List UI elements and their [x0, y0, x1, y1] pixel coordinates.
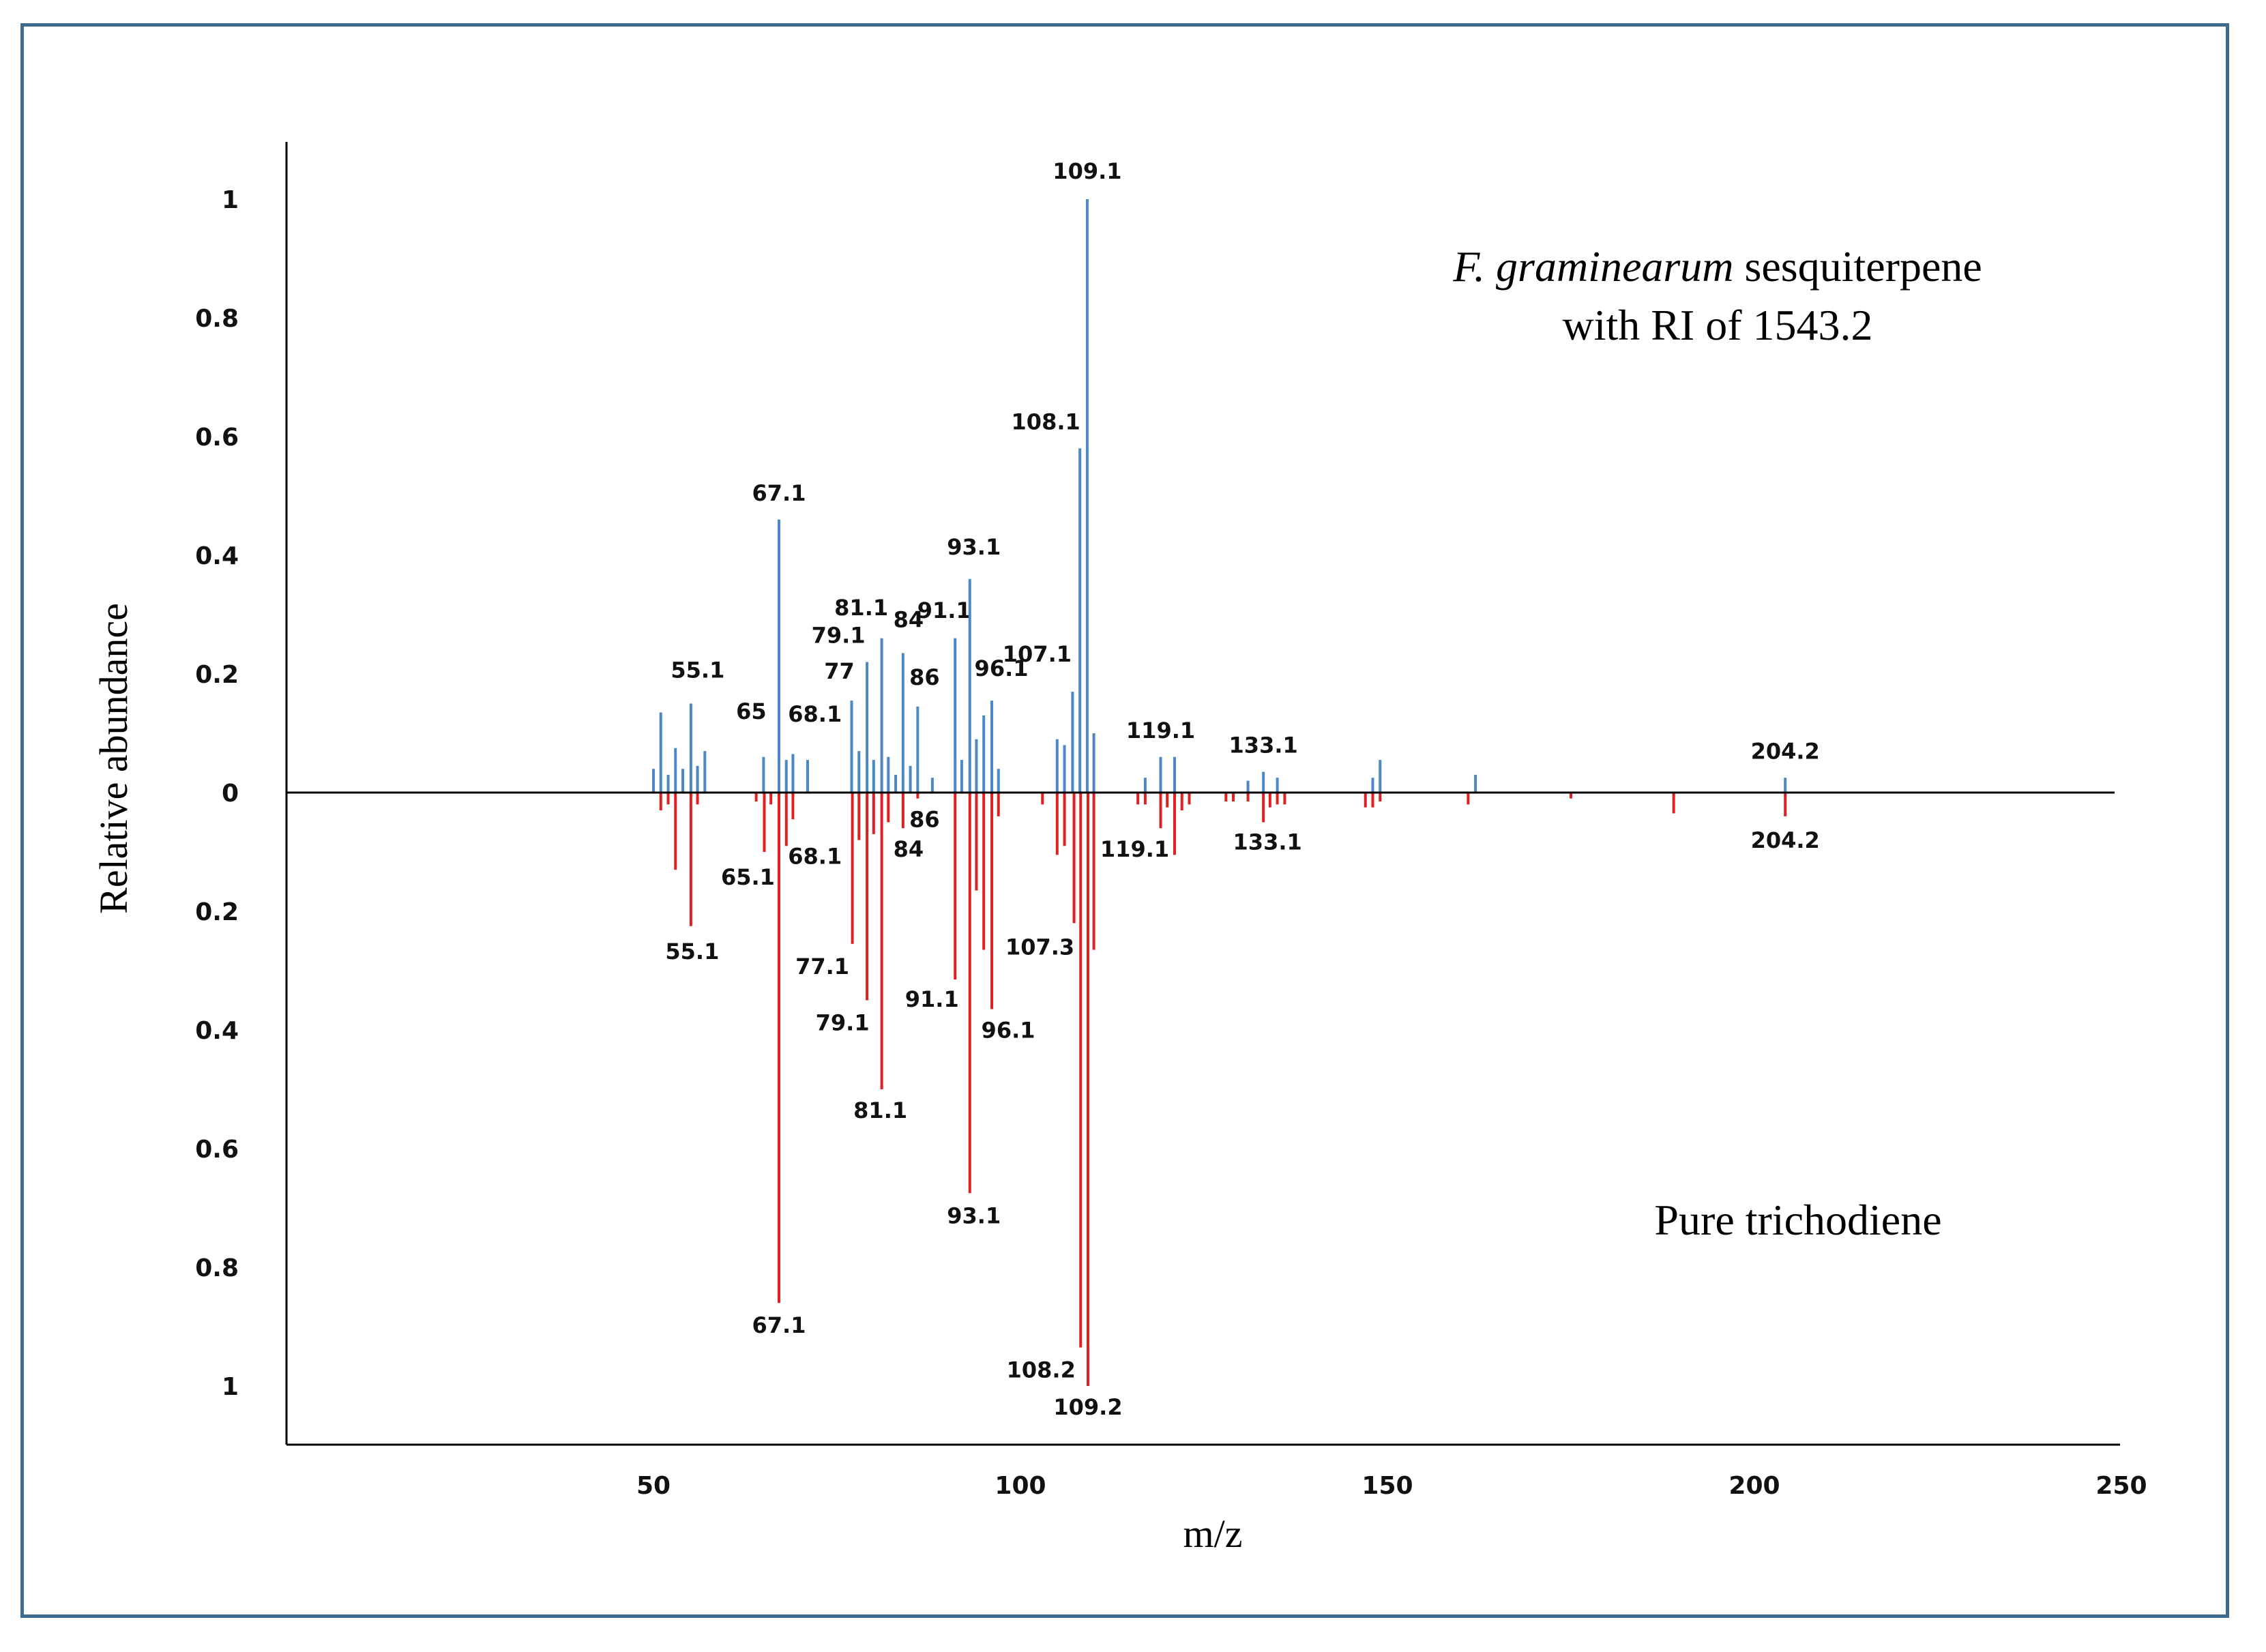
x-tick-labels: 50 100 150 200 250 — [636, 1472, 2147, 1500]
sample-peak-label: 84 — [894, 607, 924, 633]
reference-peak-label: 84 — [894, 836, 924, 862]
reference-peak-label: 55.1 — [665, 939, 719, 964]
x-tick-label: 150 — [1362, 1472, 1413, 1500]
sample-peak-label: 86 — [909, 664, 940, 690]
sample-peak-label: 81.1 — [834, 595, 888, 621]
y-tick-label: 0.2 — [195, 898, 239, 926]
y-tick-labels: 1 0.8 0.6 0.4 0.2 0 0.2 0.4 0.6 0.8 1 — [195, 186, 239, 1401]
reference-peak-label: 93.1 — [947, 1203, 1001, 1228]
y-tick-label: 0.2 — [195, 661, 239, 689]
sample-peak-label: 107.1 — [1003, 641, 1072, 667]
reference-peak-label: 67.1 — [752, 1312, 806, 1338]
reference-peak-label: 91.1 — [905, 986, 959, 1012]
bottom-spectrum-annotation: Pure trichodiene — [1654, 1196, 1941, 1244]
reference-peak-label: 68.1 — [788, 843, 842, 869]
sample-peak-label: 109.1 — [1053, 158, 1121, 184]
reference-peak-label: 109.2 — [1053, 1394, 1122, 1420]
y-tick-label: 1 — [222, 186, 239, 214]
reference-peak-label: 96.1 — [982, 1018, 1035, 1044]
x-axis-title: m/z — [1183, 1511, 1243, 1556]
sample-peak-label: 68.1 — [788, 701, 842, 727]
sample-peak-label: 79.1 — [812, 623, 866, 649]
x-tick-label: 200 — [1728, 1472, 1780, 1500]
sample-peak-label: 91.1 — [917, 598, 971, 623]
y-tick-label: 0.6 — [195, 424, 239, 452]
top-spectrum-annotation-line2: with RI of 1543.2 — [1562, 301, 1872, 349]
sample-peak-label: 96.1 — [975, 655, 1029, 681]
x-tick-label: 250 — [2095, 1472, 2147, 1500]
x-tick-label: 100 — [995, 1472, 1046, 1500]
figure-frame — [20, 23, 2229, 1618]
sample-peak-label: 119.1 — [1126, 718, 1195, 743]
y-tick-label: 0.4 — [195, 1017, 239, 1045]
reference-peak-label: 133.1 — [1233, 829, 1302, 855]
reference-peak-label: 77.1 — [795, 954, 849, 979]
reference-peak-label: 79.1 — [816, 1010, 870, 1036]
y-tick-label: 1 — [222, 1373, 239, 1401]
sample-peak-label: 93.1 — [947, 534, 1001, 560]
reference-peak-label: 107.3 — [1005, 934, 1074, 960]
sample-peak-label: 67.1 — [752, 480, 806, 506]
x-tick-label: 50 — [636, 1472, 671, 1500]
annotation-compound: sesquiterpene — [1733, 242, 1982, 291]
y-axis-title: Relative abundance — [91, 603, 136, 914]
y-tick-label: 0.6 — [195, 1136, 239, 1164]
y-tick-label: 0.8 — [195, 305, 239, 333]
y-tick-label: 0.4 — [195, 542, 239, 570]
sample-peak-label: 133.1 — [1229, 733, 1298, 758]
top-spectrum-annotation-line1: F. graminearum sesquiterpene — [1452, 242, 1982, 291]
reference-peak-label: 65.1 — [721, 864, 775, 890]
reference-peak-label: 204.2 — [1751, 827, 1820, 853]
sample-peak-label: 204.2 — [1751, 738, 1820, 764]
y-tick-label: 0.8 — [195, 1254, 239, 1282]
reference-peak-label: 86 — [909, 807, 940, 833]
sample-peak-label: 77 — [824, 658, 855, 684]
y-tick-label: 0 — [222, 780, 239, 808]
sample-peak-label: 65 — [736, 698, 767, 724]
annotation-species: F. graminearum — [1452, 242, 1733, 291]
reference-peak-label: 119.1 — [1100, 836, 1169, 862]
reference-peak-label: 81.1 — [853, 1097, 907, 1123]
sample-peak-label: 108.1 — [1012, 409, 1080, 434]
reference-peak-label: 108.2 — [1007, 1357, 1076, 1383]
sample-peak-label: 55.1 — [671, 658, 724, 683]
